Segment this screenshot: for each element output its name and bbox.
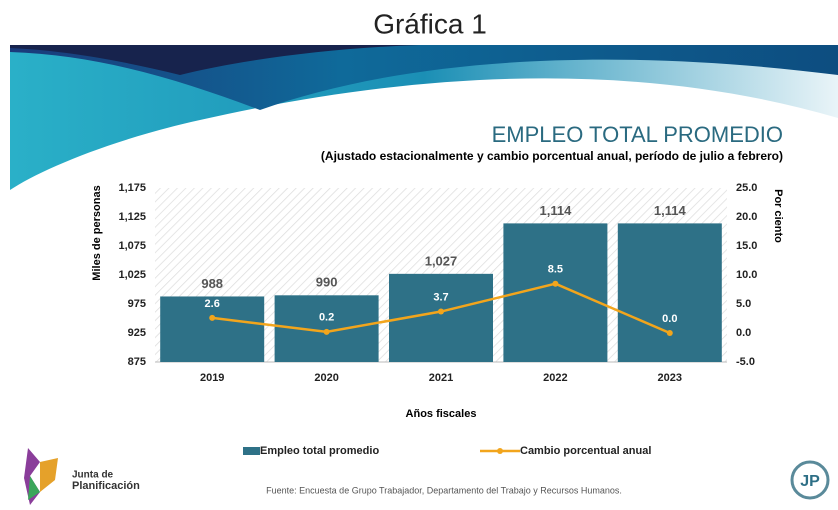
y2-tick-label: 10.0 xyxy=(736,269,757,281)
bar-value-label: 988 xyxy=(201,276,223,291)
y-tick-label: 925 xyxy=(128,327,146,339)
y2-tick-label: 20.0 xyxy=(736,211,757,223)
logo-right: JP xyxy=(792,462,828,498)
y2-tick-label: 0.0 xyxy=(736,327,751,339)
line-value-label: 0.2 xyxy=(319,312,334,324)
x-tick-label: 2020 xyxy=(314,372,338,384)
line-point xyxy=(667,330,673,336)
bar-value-label: 990 xyxy=(316,275,338,290)
legend-label: Empleo total promedio xyxy=(260,445,379,457)
bar-value-label: 1,114 xyxy=(539,203,572,218)
line-value-label: 2.6 xyxy=(205,298,220,310)
x-tick-label: 2019 xyxy=(200,372,224,384)
logo-text: JP xyxy=(800,473,820,490)
x-tick-label: 2022 xyxy=(543,372,567,384)
bar-value-label: 1,027 xyxy=(425,253,458,268)
line-value-label: 3.7 xyxy=(433,291,448,303)
y-tick-label: 875 xyxy=(128,356,146,368)
y2-tick-label: 25.0 xyxy=(736,182,757,194)
y2-tick-label: -5.0 xyxy=(736,356,755,368)
legend-label: Cambio porcentual anual xyxy=(520,445,651,457)
line-point xyxy=(438,309,444,315)
y-tick-label: 1,175 xyxy=(118,182,146,194)
line-point xyxy=(209,315,215,321)
y-tick-label: 1,125 xyxy=(118,211,146,223)
line-value-label: 8.5 xyxy=(548,264,563,276)
line-value-label: 0.0 xyxy=(662,313,677,325)
y-tick-label: 975 xyxy=(128,298,146,310)
logo-left: Junta de Planificación xyxy=(24,448,140,505)
legend-swatch xyxy=(497,448,503,454)
y-axis-label: Miles de personas xyxy=(91,185,103,280)
y-tick-label: 1,025 xyxy=(118,269,146,281)
y2-tick-label: 15.0 xyxy=(736,240,757,252)
line-point xyxy=(324,329,330,335)
page: Gráfica 1 EMPLEO TOTAL PROMEDIO (Ajustad… xyxy=(0,0,838,510)
chart-subtitle: (Ajustado estacionalmente y cambio porce… xyxy=(321,149,783,163)
line-point xyxy=(552,281,558,287)
y2-tick-label: 5.0 xyxy=(736,298,751,310)
bar xyxy=(618,223,722,362)
x-tick-label: 2021 xyxy=(429,372,453,384)
bar-value-label: 1,114 xyxy=(654,203,687,218)
source: Fuente: Encuesta de Grupo Trabajador, De… xyxy=(266,485,622,495)
chart-title: EMPLEO TOTAL PROMEDIO xyxy=(492,122,783,147)
legend-swatch xyxy=(243,447,260,455)
logo-text: Planificación xyxy=(72,480,140,492)
x-axis-label: Años fiscales xyxy=(406,408,477,420)
y-tick-label: 1,075 xyxy=(118,240,146,252)
x-tick-label: 2023 xyxy=(658,372,682,384)
y2-axis-label: Por ciento xyxy=(772,189,784,243)
page-title: Gráfica 1 xyxy=(373,8,487,39)
